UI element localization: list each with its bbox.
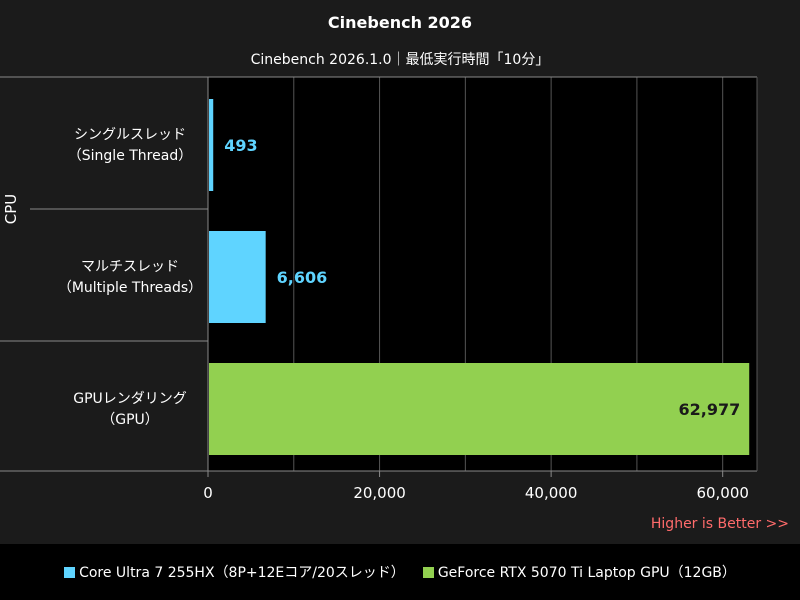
x-tick-label: 60,000	[696, 484, 749, 502]
legend: Core Ultra 7 255HX（8P+12Eコア/20スレッド） GeFo…	[0, 544, 800, 600]
higher-is-better-note: Higher is Better >>	[651, 516, 789, 532]
chart-subtitle: Cinebench 2026.1.0｜最低実行時間「10分」	[250, 52, 550, 68]
data-label: 6,606	[277, 268, 328, 287]
x-tick-label: 0	[203, 484, 213, 502]
legend-label-gpu: GeForce RTX 5070 Ti Laptop GPU（12GB）	[437, 565, 736, 581]
legend-item-cpu: Core Ultra 7 255HX（8P+12Eコア/20スレッド）	[64, 562, 405, 582]
x-tick-label: 40,000	[525, 484, 578, 502]
data-label: 493	[224, 136, 257, 155]
chart-title: Cinebench 2026	[327, 13, 473, 32]
bar	[209, 363, 750, 455]
data-label: 62,977	[678, 400, 740, 419]
category-label: （GPU）	[101, 412, 159, 428]
bar	[209, 231, 266, 323]
legend-item-gpu: GeForce RTX 5070 Ti Laptop GPU（12GB）	[422, 562, 736, 582]
category-label: GPUレンダリング	[73, 391, 187, 407]
category-label: マルチスレッド	[81, 259, 179, 275]
legend-swatch-cpu	[64, 566, 76, 578]
category-label: シングルスレッド	[74, 127, 186, 143]
legend-label-cpu: Core Ultra 7 255HX（8P+12Eコア/20スレッド）	[79, 565, 405, 581]
legend-swatch-gpu	[422, 566, 434, 578]
group-label-cpu: CPU	[2, 194, 20, 225]
category-label: （Multiple Threads）	[58, 280, 202, 296]
bar-chart: CPU シングルスレッド （Single Thread） マルチスレッド （Multip…	[0, 76, 789, 532]
bar	[209, 99, 214, 191]
category-label: （Single Thread）	[68, 148, 192, 164]
x-tick-label: 20,000	[353, 484, 406, 502]
